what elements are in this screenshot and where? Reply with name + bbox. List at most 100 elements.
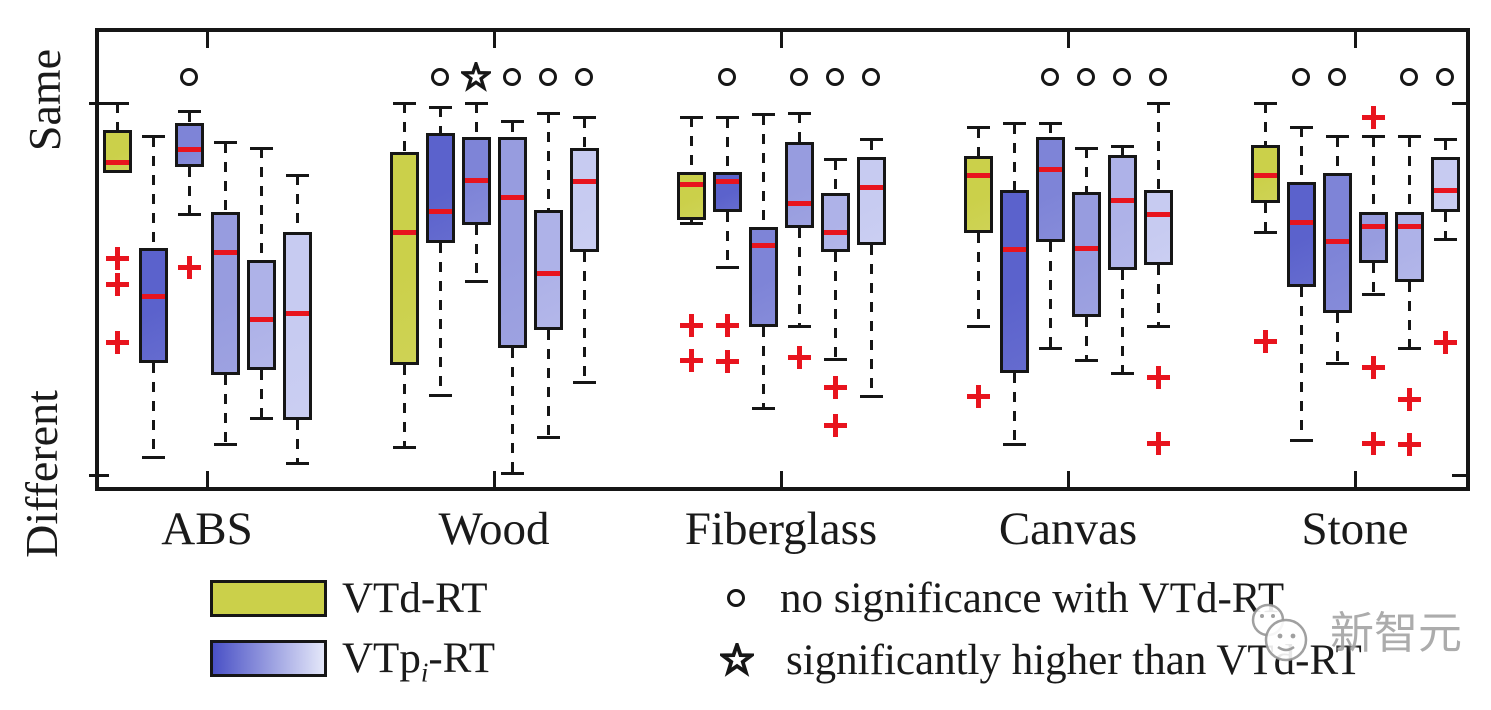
wood-box-3-upper-whisker <box>474 103 478 137</box>
stone-box-5-lower-cap <box>1397 346 1421 350</box>
fiberglass-box-2-median <box>715 179 739 185</box>
canvas-box-5-lower-cap <box>1110 371 1134 375</box>
stone-box-1-median <box>1253 172 1277 178</box>
canvas-box-5-upper-cap <box>1110 145 1134 149</box>
outlier-plus-bar <box>688 348 694 372</box>
stone-box-5-upper-whisker <box>1407 136 1411 212</box>
x-tick-bottom-4 <box>1353 471 1357 487</box>
stone-box-3-lower-whisker <box>1335 313 1339 364</box>
fiberglass-box-5-upper-cap <box>823 158 847 162</box>
stone-box-6-upper-whisker <box>1443 139 1447 157</box>
stone-box-3-upper-cap <box>1325 135 1349 139</box>
canvas-box-2 <box>999 190 1029 374</box>
canvas-box-1-outlier-1 <box>966 385 990 409</box>
outlier-plus-bar <box>1155 365 1161 389</box>
fiberglass-box-5-significance-circle-icon <box>826 68 844 86</box>
wood-box-1-upper-cap <box>392 101 416 105</box>
canvas-box-1-upper-whisker <box>976 127 980 156</box>
legend-swatch-vtp <box>210 640 327 677</box>
fiberglass-box-2-outlier-1 <box>715 313 739 337</box>
x-tick-top-3 <box>1066 32 1070 48</box>
fiberglass-box-4-significance-circle-icon <box>790 68 808 86</box>
fiberglass-box-6 <box>856 156 886 246</box>
fiberglass-box-2-lower-whisker <box>725 211 729 268</box>
fiberglass-box-5-outlier-1 <box>823 376 847 400</box>
wood-box-6-upper-cap <box>572 116 596 120</box>
stone-box-2-upper-cap <box>1289 125 1313 129</box>
outlier-plus-bar <box>114 272 120 296</box>
canvas-box-3-upper-whisker <box>1048 123 1052 137</box>
wood-box-2-median <box>428 209 452 215</box>
abs-box-3-significance-circle-icon <box>180 68 198 86</box>
wood-box-2-upper-cap <box>428 105 452 109</box>
abs-box-3-lower-cap <box>177 213 201 217</box>
fiberglass-box-2-outlier-2 <box>715 350 739 374</box>
fiberglass-box-6-median <box>859 184 883 190</box>
wood-box-1-upper-whisker <box>402 103 406 153</box>
abs-box-4-upper-whisker <box>223 142 227 212</box>
canvas-box-5 <box>1107 155 1137 271</box>
canvas-box-3-median <box>1038 167 1062 173</box>
stone-box-3-upper-whisker <box>1335 136 1339 173</box>
fiberglass-box-5 <box>820 193 850 253</box>
abs-box-3-outlier-1 <box>177 255 201 279</box>
abs-box-5-lower-whisker <box>259 370 263 419</box>
fiberglass-box-4-median <box>787 200 811 206</box>
abs-box-5-lower-cap <box>249 416 273 420</box>
x-axis-label-canvas: Canvas <box>998 503 1138 555</box>
stone-box-2-significance-circle-icon <box>1292 68 1310 86</box>
fiberglass-box-2-upper-whisker <box>725 117 729 172</box>
abs-box-5-median <box>249 317 273 323</box>
abs-box-1 <box>102 130 132 173</box>
fiberglass-box-6-lower-whisker <box>869 245 873 397</box>
wood-box-5-lower-whisker <box>546 329 550 438</box>
outlier-plus-bar <box>1370 106 1376 130</box>
canvas-box-5-significance-circle-icon <box>1113 68 1131 86</box>
canvas-box-4 <box>1071 191 1101 317</box>
fiberglass-box-2 <box>712 171 742 212</box>
x-tick-bottom-1 <box>492 471 496 487</box>
wood-box-2-significance-circle-icon <box>431 68 449 86</box>
outlier-plus-bar <box>832 376 838 400</box>
canvas-box-5-median <box>1110 197 1134 203</box>
stone-box-5-upper-cap <box>1397 135 1421 139</box>
stone-box-1-lower-whisker <box>1263 203 1267 233</box>
fiberglass-box-1-outlier-1 <box>679 313 703 337</box>
fiberglass-box-3-median <box>751 242 775 248</box>
stone-box-5-significance-circle-icon <box>1400 68 1418 86</box>
canvas-box-3-upper-cap <box>1038 121 1062 125</box>
wood-box-3-median <box>464 177 488 183</box>
abs-box-3 <box>174 123 204 167</box>
wood-box-1 <box>389 152 419 365</box>
fiberglass-box-2-upper-cap <box>715 116 739 120</box>
stone-box-4-lower-whisker <box>1371 262 1375 295</box>
canvas-box-1 <box>963 155 993 233</box>
abs-box-2-lower-whisker <box>151 363 155 458</box>
canvas-box-2-median <box>1002 247 1026 253</box>
canvas-box-5-lower-whisker <box>1120 270 1124 374</box>
stone-box-4-upper-whisker <box>1371 136 1375 212</box>
stone-box-6-upper-cap <box>1433 138 1457 142</box>
stone-box-4-lower-cap <box>1361 293 1385 297</box>
canvas-box-3 <box>1035 136 1065 243</box>
x-axis-label-fiberglass: Fiberglass <box>684 503 878 555</box>
wood-box-5-upper-whisker <box>546 113 550 211</box>
y-tick-left-1 <box>89 473 109 477</box>
wood-box-5-lower-cap <box>536 435 560 439</box>
wood-box-6-median <box>572 179 596 185</box>
abs-box-6 <box>282 232 312 420</box>
fiberglass-box-1-lower-whisker <box>689 220 693 224</box>
stone-box-5-median <box>1397 224 1421 230</box>
stone-box-4-outlier-1 <box>1361 106 1385 130</box>
fiberglass-box-4-lower-whisker <box>797 227 801 327</box>
wood-box-4-significance-circle-icon <box>503 68 521 86</box>
canvas-box-6-upper-whisker <box>1156 103 1160 191</box>
canvas-box-6-lower-cap <box>1146 325 1170 329</box>
fiberglass-box-1-upper-whisker <box>689 117 693 172</box>
legend-text-no-significance: no significance with VTd-RT <box>780 575 1285 622</box>
abs-box-4-upper-cap <box>213 141 237 145</box>
legend-label-vtp-prefix: VTp <box>342 635 421 682</box>
outlier-plus-bar <box>1262 330 1268 354</box>
outlier-plus-bar <box>1406 388 1412 412</box>
